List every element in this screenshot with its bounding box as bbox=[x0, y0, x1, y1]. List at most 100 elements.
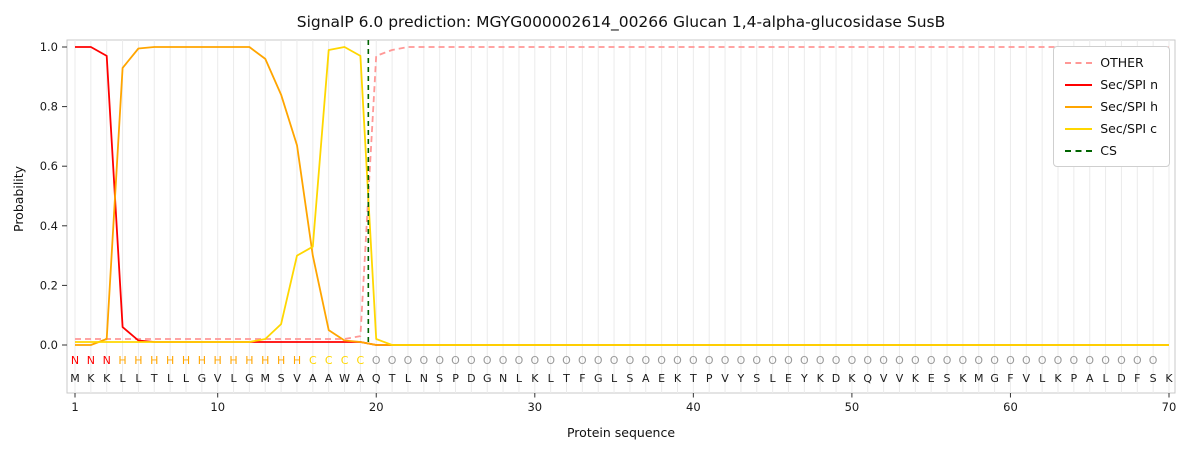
region-label: O bbox=[689, 354, 698, 367]
sequence-letter: G bbox=[990, 372, 999, 385]
region-label: C bbox=[357, 354, 365, 367]
region-label: O bbox=[499, 354, 508, 367]
x-tick-label: 60 bbox=[1003, 400, 1018, 414]
sequence-letter: M bbox=[974, 372, 984, 385]
sequence-letter: T bbox=[562, 372, 570, 385]
region-label: H bbox=[150, 354, 158, 367]
sequence-letter: T bbox=[689, 372, 697, 385]
region-label: O bbox=[419, 354, 428, 367]
sequence-letter: L bbox=[1103, 372, 1110, 385]
plot-frame bbox=[66, 39, 1176, 394]
sequence-letter: Y bbox=[800, 372, 808, 385]
sequence-letter: K bbox=[531, 372, 539, 385]
sequence-letter: T bbox=[150, 372, 158, 385]
region-label: O bbox=[959, 354, 968, 367]
sequence-letter: M bbox=[70, 372, 80, 385]
y-tick-label: 0.2 bbox=[40, 278, 58, 292]
region-label: O bbox=[1133, 354, 1142, 367]
y-tick-label: 0.8 bbox=[40, 100, 58, 114]
y-tick-label: 1.0 bbox=[40, 40, 58, 54]
region-label: O bbox=[641, 354, 650, 367]
sequence-letter: A bbox=[309, 372, 317, 385]
legend-line-swatch bbox=[1065, 61, 1093, 64]
sequence-letter: F bbox=[579, 372, 585, 385]
legend-item-other: OTHER bbox=[1065, 55, 1158, 70]
region-label: O bbox=[848, 354, 857, 367]
region-label: O bbox=[784, 354, 793, 367]
region-label: O bbox=[1022, 354, 1031, 367]
region-label: N bbox=[103, 354, 111, 367]
legend-line-swatch bbox=[1065, 105, 1093, 108]
region-label: H bbox=[245, 354, 253, 367]
sequence-letter: G bbox=[198, 372, 207, 385]
legend-item-sec-spi-h: Sec/SPI h bbox=[1065, 99, 1158, 114]
region-label: H bbox=[118, 354, 126, 367]
region-label: O bbox=[752, 354, 761, 367]
sequence-letter: L bbox=[183, 372, 190, 385]
region-label: O bbox=[895, 354, 904, 367]
region-label: O bbox=[816, 354, 825, 367]
sequence-letter: K bbox=[87, 372, 95, 385]
sequence-letter: K bbox=[674, 372, 682, 385]
sequence-letter: G bbox=[483, 372, 492, 385]
region-label: O bbox=[1101, 354, 1110, 367]
region-label: O bbox=[879, 354, 888, 367]
region-label: O bbox=[546, 354, 555, 367]
sequence-letter: S bbox=[626, 372, 633, 385]
y-axis: 0.0 0.2 0.4 0.6 0.8 1.0 bbox=[40, 40, 67, 352]
sequence-letter: K bbox=[1054, 372, 1062, 385]
region-label: O bbox=[1054, 354, 1063, 367]
y-tick-label: 0.0 bbox=[40, 338, 58, 352]
region-label: C bbox=[309, 354, 317, 367]
region-label: C bbox=[341, 354, 349, 367]
region-label: H bbox=[214, 354, 222, 367]
sequence-letter: L bbox=[611, 372, 618, 385]
region-label: H bbox=[277, 354, 285, 367]
sequence-letter: A bbox=[1086, 372, 1094, 385]
region-label: O bbox=[435, 354, 444, 367]
x-tick-label: 20 bbox=[369, 400, 384, 414]
sequence-letter: D bbox=[832, 372, 840, 385]
sequence-letter: P bbox=[452, 372, 459, 385]
region-label: O bbox=[626, 354, 635, 367]
sequence-letter: L bbox=[135, 372, 142, 385]
sequence-letter: K bbox=[103, 372, 111, 385]
x-tick-label: 30 bbox=[527, 400, 542, 414]
series-other-line bbox=[75, 46, 1169, 340]
sequence-letter: A bbox=[642, 372, 650, 385]
sequence-letter: V bbox=[721, 372, 729, 385]
region-label: O bbox=[451, 354, 460, 367]
region-label: O bbox=[705, 354, 714, 367]
x-tick-label: 70 bbox=[1162, 400, 1177, 414]
legend-line-swatch bbox=[1065, 83, 1093, 86]
sequence-letter: L bbox=[167, 372, 174, 385]
region-label: O bbox=[943, 354, 952, 367]
sequence-letter: L bbox=[405, 372, 412, 385]
sequence-letter: S bbox=[1150, 372, 1157, 385]
sequence-letter: A bbox=[325, 372, 333, 385]
region-label: H bbox=[229, 354, 237, 367]
x-axis-label: Protein sequence bbox=[566, 425, 676, 440]
legend: OTHER Sec/SPI n Sec/SPI h Sec/SPI c CS bbox=[1053, 46, 1170, 167]
legend-label: CS bbox=[1100, 143, 1117, 158]
region-label: O bbox=[1070, 354, 1079, 367]
sequence-letter: D bbox=[1117, 372, 1125, 385]
sequence-letter: V bbox=[880, 372, 888, 385]
region-label: O bbox=[657, 354, 666, 367]
region-label: O bbox=[832, 354, 841, 367]
legend-label: Sec/SPI c bbox=[1100, 121, 1157, 136]
y-tick-label: 0.6 bbox=[40, 159, 58, 173]
sequence-letter: G bbox=[245, 372, 254, 385]
sequence-letter: A bbox=[357, 372, 365, 385]
region-label: O bbox=[927, 354, 936, 367]
series-sec-spi-c-line bbox=[75, 46, 1169, 346]
sequence-letter: S bbox=[436, 372, 443, 385]
sequence-letter: W bbox=[339, 372, 350, 385]
region-label: H bbox=[198, 354, 206, 367]
sequence-letter: L bbox=[230, 372, 237, 385]
region-label: O bbox=[911, 354, 920, 367]
chart-title: SignalP 6.0 prediction: MGYG000002614_00… bbox=[296, 13, 946, 31]
